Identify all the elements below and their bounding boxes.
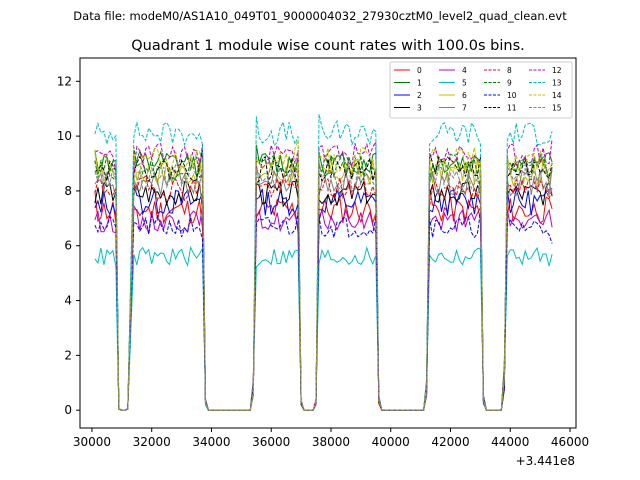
y-tick-label-0: 0 [64, 403, 72, 417]
x-tick-label-5: 40000 [372, 435, 410, 449]
y-tick-label-6: 12 [57, 74, 72, 88]
x-tick-label-1: 32000 [133, 435, 171, 449]
series-line-15 [94, 160, 553, 411]
x-tick-label-2: 34000 [192, 435, 230, 449]
plot-frame [79, 57, 577, 429]
legend-label-15: 15 [552, 104, 562, 113]
chart-title: Quadrant 1 module wise count rates with … [131, 38, 525, 54]
legend-label-2: 2 [417, 91, 422, 100]
axes-layer: 30000 32000 34000 36000 38000 40000 42000 44000… [57, 74, 589, 449]
legend-label-8: 8 [507, 66, 512, 75]
legend-label-12: 12 [552, 66, 562, 75]
series-line-14 [94, 140, 553, 411]
legend-label-0: 0 [417, 66, 422, 75]
legend-label-14: 14 [552, 91, 562, 100]
y-tick-label-1: 2 [64, 348, 72, 362]
legend-label-3: 3 [417, 104, 422, 113]
x-tick-label-0: 30000 [73, 435, 111, 449]
y-tick-label-3: 6 [64, 239, 72, 253]
legend-label-5: 5 [462, 79, 467, 88]
x-axis-offset-label: +3.441e8 [516, 454, 575, 468]
data-file-label: Data file: modeM0/AS1A10_049T01_90000040… [73, 9, 567, 23]
y-tick-label-4: 8 [64, 184, 72, 198]
legend-label-7: 7 [462, 104, 467, 113]
x-tick-label-8: 46000 [551, 435, 589, 449]
x-tick-label-7: 44000 [491, 435, 529, 449]
x-tick-label-3: 36000 [252, 435, 290, 449]
x-tick-label-6: 42000 [431, 435, 469, 449]
legend-label-13: 13 [552, 79, 562, 88]
series-layer [94, 114, 553, 411]
legend-label-6: 6 [462, 91, 467, 100]
series-line-9 [94, 146, 553, 411]
legend-label-11: 11 [507, 104, 517, 113]
legend-label-9: 9 [507, 79, 512, 88]
legend-label-10: 10 [507, 91, 517, 100]
y-tick-label-5: 10 [57, 129, 72, 143]
legend-box [389, 61, 573, 119]
series-line-13 [94, 114, 553, 411]
y-tick-label-2: 4 [64, 294, 72, 308]
legend-label-4: 4 [462, 66, 467, 75]
legend-label-1: 1 [417, 79, 422, 88]
x-tick-label-4: 38000 [312, 435, 350, 449]
